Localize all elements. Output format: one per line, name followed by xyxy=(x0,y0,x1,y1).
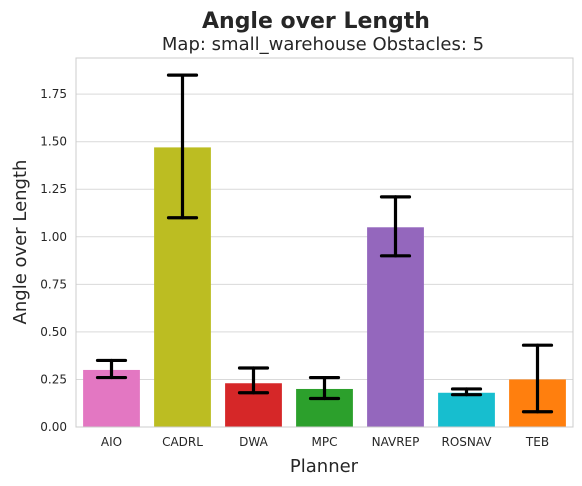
y-tick-labels: 0.00 0.25 0.50 0.75 1.00 1.25 1.50 1.75 xyxy=(40,87,67,434)
error-bars xyxy=(95,73,554,414)
x-tick-labels: AIO CADRL DWA MPC NAVREP ROSNAV TEB xyxy=(101,435,549,449)
error-bar-rosnav xyxy=(450,387,483,397)
y-tick-label: 1.50 xyxy=(40,135,67,149)
x-tick-label: ROSNAV xyxy=(441,435,492,449)
y-axis-label: Angle over Length xyxy=(10,160,31,325)
error-bar-cadrl xyxy=(166,73,199,220)
error-bar-mpc xyxy=(308,375,341,401)
chart-title: Angle over Length xyxy=(202,9,430,34)
x-axis-label: Planner xyxy=(290,456,359,477)
error-bar-dwa xyxy=(237,366,270,395)
x-tick-label: TEB xyxy=(525,435,549,449)
chart-subtitle: Map: small_warehouse Obstacles: 5 xyxy=(162,34,484,55)
error-bar-teb xyxy=(521,343,554,414)
x-tick-label: DWA xyxy=(239,435,268,449)
x-tick-label: AIO xyxy=(101,435,122,449)
bar-rosnav xyxy=(438,392,495,427)
error-bar-aio xyxy=(95,358,128,380)
bar-navrep xyxy=(367,227,424,427)
x-tick-label: MPC xyxy=(312,435,338,449)
y-tick-label: 0.25 xyxy=(40,372,67,386)
x-tick-label: CADRL xyxy=(162,435,203,449)
y-tick-label: 0.00 xyxy=(40,420,67,434)
plot-frame xyxy=(75,57,574,428)
y-tick-label: 0.75 xyxy=(40,277,67,291)
y-tick-label: 1.25 xyxy=(40,182,67,196)
y-tick-label: 1.75 xyxy=(40,87,67,101)
error-bar-navrep xyxy=(379,195,412,258)
bar-aio xyxy=(83,369,140,427)
y-tick-label: 0.50 xyxy=(40,325,67,339)
bars xyxy=(83,147,566,427)
y-tick-label: 1.00 xyxy=(40,230,67,244)
x-tick-label: NAVREP xyxy=(372,435,420,449)
